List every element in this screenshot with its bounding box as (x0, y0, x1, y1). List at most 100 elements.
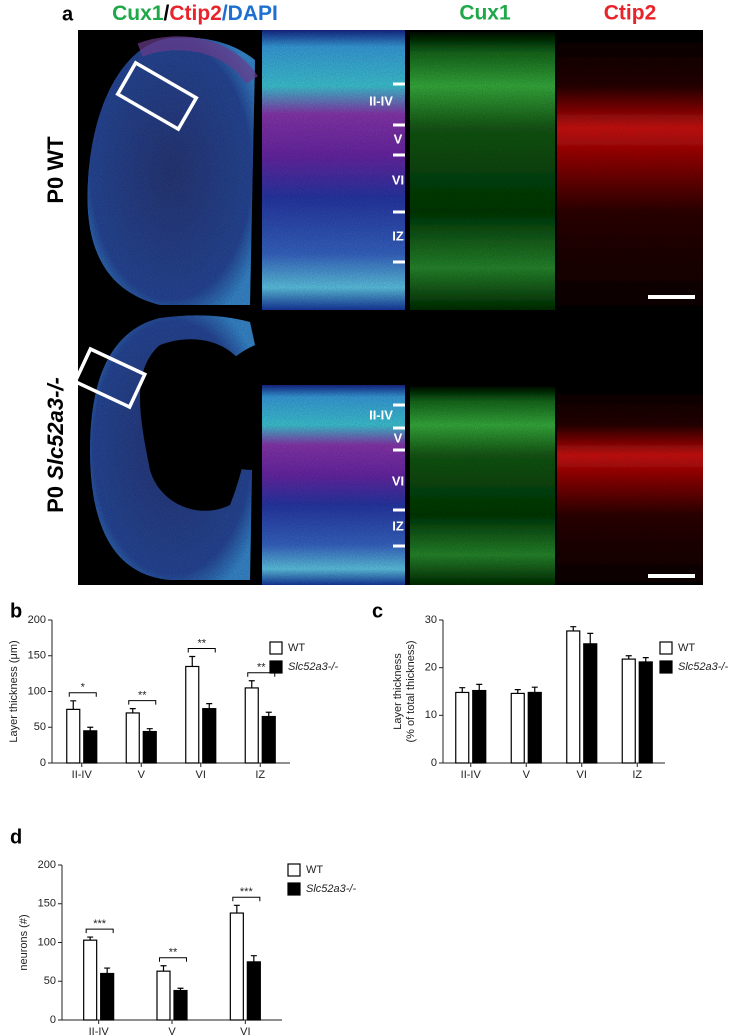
error-bar (160, 965, 167, 972)
legend-label: WT (306, 864, 323, 876)
x-tick-label: V (168, 1026, 176, 1035)
y-tick-label: 50 (34, 721, 46, 733)
row-genotype: WT (43, 136, 68, 171)
error-bar (587, 632, 594, 644)
bar (638, 661, 653, 764)
y-axis-label: (% of total thickness) (405, 640, 417, 742)
bar (455, 691, 470, 764)
legend-label: WT (678, 642, 695, 654)
cux1-image (410, 30, 555, 310)
row-label: P0 Slc52a3-/- (43, 377, 68, 513)
y-axis-label: Layer thickness (μm) (8, 640, 20, 742)
legend-swatch (659, 660, 673, 674)
error-bar (642, 657, 649, 662)
bar (246, 961, 261, 1021)
layer-label: VI (392, 473, 404, 488)
title-part: Ctip2 (169, 2, 222, 25)
row-genotype: Slc52a3-/- (43, 377, 68, 480)
layer-markers (393, 82, 405, 548)
ctip2-image (557, 30, 703, 310)
bar (142, 730, 157, 764)
significance-label: ** (257, 662, 266, 674)
y-tick-label: 10 (425, 709, 437, 721)
y-tick-label: 0 (50, 1014, 56, 1026)
layer-label: V (394, 430, 403, 445)
roi-box (72, 346, 148, 410)
bar (621, 658, 636, 764)
error-bar (233, 904, 240, 914)
brain-section (87, 37, 256, 305)
significance-bracket (247, 672, 276, 677)
error-bar (206, 703, 213, 709)
bar (173, 989, 188, 1021)
title-part: Cux1 (112, 2, 164, 25)
x-tick-label: IZ (255, 769, 265, 781)
significance-label: *** (240, 886, 254, 898)
layer-label: IZ (392, 228, 404, 243)
cux1-image (410, 385, 555, 585)
legend-swatch (269, 641, 283, 655)
panel-label: c (372, 600, 383, 622)
error-bar (104, 967, 111, 974)
significance-bracket (232, 896, 261, 902)
y-tick-label: 30 (425, 614, 437, 626)
x-tick-label: VI (577, 769, 587, 781)
row-prefix: P0 (43, 486, 68, 513)
row-label: P0 WT (43, 136, 68, 204)
merge-image (262, 385, 405, 585)
x-tick-label: V (523, 769, 531, 781)
bar (510, 692, 525, 764)
error-bar (570, 626, 577, 631)
panel-label: b (10, 600, 22, 622)
error-bar (514, 688, 521, 694)
y-axis-label: Layer thickness (392, 653, 404, 730)
panel-label: a (62, 3, 74, 25)
legend-label: WT (288, 642, 305, 654)
error-bar (459, 687, 466, 693)
layer-label: II-IV (369, 93, 393, 108)
error-bar (265, 711, 272, 717)
x-tick-label: II-IV (461, 769, 482, 781)
x-tick-label: VI (196, 769, 206, 781)
error-bar (129, 708, 136, 713)
error-bar (189, 655, 196, 667)
error-bar (87, 936, 94, 941)
cortex-rim (137, 36, 258, 85)
bar (156, 970, 171, 1021)
legend-swatch (269, 660, 283, 674)
ctip2-image (557, 385, 703, 585)
row-prefix: P0 (43, 177, 68, 204)
error-bar (177, 987, 184, 991)
significance-bracket (85, 928, 114, 934)
channel-title: Cux1 (459, 2, 511, 25)
legend-swatch (287, 863, 301, 877)
y-axis-label: neurons (#) (18, 914, 30, 970)
significance-label: *** (93, 918, 107, 930)
roi-box (115, 60, 199, 132)
error-bar (476, 683, 483, 691)
bar (472, 689, 487, 764)
bar (261, 715, 276, 764)
error-bar (250, 955, 257, 962)
significance-bracket (159, 957, 187, 962)
x-tick-label: V (138, 769, 146, 781)
bar (83, 730, 98, 764)
bar (244, 687, 259, 764)
y-tick-label: 100 (28, 685, 46, 697)
y-tick-label: 100 (38, 936, 56, 948)
legend-label: Slc52a3-/- (306, 883, 356, 895)
bar (583, 643, 598, 764)
layer-label: II-IV (369, 407, 393, 422)
bar (66, 708, 81, 764)
bar (566, 630, 581, 764)
error-bar (87, 726, 94, 731)
bar (527, 691, 542, 764)
error-bar (531, 686, 538, 693)
y-tick-label: 200 (28, 614, 46, 626)
panel-label: d (10, 826, 22, 848)
merge-image (262, 30, 405, 310)
error-bar (248, 680, 255, 688)
significance-label: ** (197, 637, 206, 649)
significance-label: * (81, 682, 86, 694)
